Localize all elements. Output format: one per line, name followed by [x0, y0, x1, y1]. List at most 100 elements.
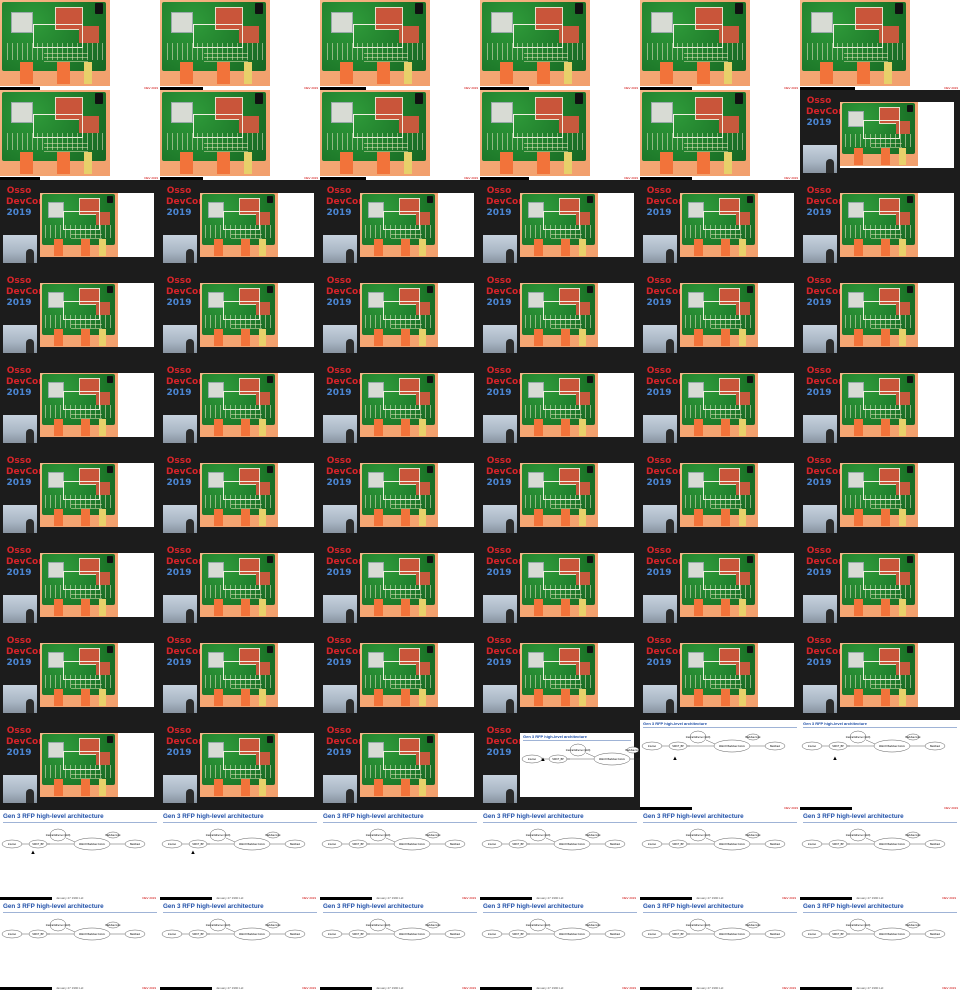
speaker-camera-view [323, 685, 357, 713]
diagram-node-label: SWCT_BP [552, 758, 564, 761]
speaker-camera-view [163, 595, 197, 623]
logo-text-line2: DevCon [646, 377, 685, 387]
architecture-diagram: Internet SWCT_BP Internal Ethernet (LAN) Wa… [801, 918, 946, 941]
logo-text-line3: 2019 [646, 478, 672, 488]
speaker-camera-view [643, 235, 677, 263]
diagram-node [849, 730, 867, 744]
diagram-node [481, 839, 503, 849]
diagram-node [828, 741, 848, 751]
page-marker: DEV 2019 [464, 86, 478, 90]
video-frame: Gen 3 RFP high-level architecture Interne… [640, 900, 800, 990]
slide-footer-text: January 27 1990 Ltd [536, 986, 564, 990]
speaker-camera-view [163, 685, 197, 713]
logo-text-line3: 2019 [326, 208, 352, 218]
slide-footer-text: January 27 1990 Ltd [56, 986, 84, 990]
slide-page-marker: DEV 2019 [142, 986, 156, 990]
logo-text-line2: DevCon [166, 377, 205, 387]
speaker-camera-view [3, 505, 37, 533]
conference-logo: Osso DevCon 2019 [486, 636, 525, 669]
playback-progress [0, 87, 40, 90]
video-frame: Gen 3 RFP high-level architecture Interne… [800, 900, 960, 990]
slide-footer-text: January 27 1990 Ltd [216, 896, 244, 900]
architecture-diagram: Internet SWCT_BP Internal Ethernet (LAN) Wa… [321, 828, 466, 851]
diagram-node-label: Backhaul [930, 745, 940, 748]
conference-logo: Osso DevCon 2019 [6, 636, 45, 669]
diagram-node [849, 828, 867, 842]
logo-text-line3: 2019 [6, 478, 32, 488]
slide-title-rule [523, 740, 631, 741]
diagram-node-label: SWCT_BP [832, 933, 844, 936]
diagram-node [348, 839, 368, 849]
diagram-node [641, 929, 663, 939]
logo-text-line2: DevCon [806, 647, 845, 657]
speaker-camera-view [483, 235, 517, 263]
logo-text-line3: 2019 [326, 478, 352, 488]
slide-footer: January 27 1990 Ltd DEV 2019 [640, 896, 800, 900]
logo-text-line3: 2019 [486, 658, 512, 668]
video-frame: DEV 2019 [640, 90, 800, 180]
conference-logo: Osso DevCon 2019 [326, 726, 365, 759]
logo-text-line1: Osso [166, 726, 192, 736]
slide-title-rule [163, 912, 317, 913]
circuit-board-image [680, 643, 758, 707]
video-frame: Osso DevCon 2019 [640, 180, 800, 270]
conference-logo: Osso DevCon 2019 [646, 456, 685, 489]
video-frame: Osso DevCon 2019 [0, 720, 160, 810]
page-marker: DEV 2019 [784, 176, 798, 180]
speaker-camera-view [483, 685, 517, 713]
presentation-screen [360, 283, 474, 347]
playback-progress [480, 87, 529, 90]
slide-page-marker: DEV 2019 [462, 896, 476, 900]
speaker-figure [666, 519, 674, 533]
diagram-node-label: Internal Ethernet (LAN) [846, 924, 871, 927]
logo-text-line2: DevCon [6, 287, 45, 297]
video-frame: Gen 3 RFP high-level architecture Interne… [320, 810, 480, 900]
video-frame: Osso DevCon 2019 [0, 180, 160, 270]
slide-footer-bar [480, 987, 532, 990]
logo-text-line1: Osso [166, 186, 192, 196]
diagram-node-label: Internal Ethernet (LAN) [526, 834, 551, 837]
conference-logo: Osso DevCon 2019 [6, 546, 45, 579]
video-frame: Osso DevCon 2019 [320, 180, 480, 270]
diagram-node [569, 743, 587, 757]
playback-progress [800, 87, 855, 90]
presentation-screen [520, 553, 634, 617]
logo-text-line2: DevCon [806, 557, 845, 567]
diagram-edge [65, 927, 76, 933]
conference-logo: Osso DevCon 2019 [806, 186, 845, 219]
circuit-board-image [680, 463, 758, 527]
logo-text-line2: DevCon [486, 737, 525, 747]
architecture-diagram: Internet SWCT_BP Internal Ethernet (LAN) Wa… [1, 828, 146, 851]
presentation-screen [680, 193, 794, 257]
logo-text-line2: DevCon [6, 197, 45, 207]
playback-progress [320, 87, 366, 90]
video-frame: Osso DevCon 2019 [0, 540, 160, 630]
diagram-node-label: Wall-IO Backhaul Comm [719, 843, 745, 846]
circuit-board-image [640, 0, 750, 86]
slide-footer-bar [480, 897, 532, 900]
slide-footer: January 27 1990 Ltd DEV 2019 [320, 896, 480, 900]
diagram-node [426, 831, 440, 839]
video-frame: Osso DevCon 2019 [320, 630, 480, 720]
architecture-diagram: Internet SWCT_BP Internal Ethernet (LAN) Wa… [161, 918, 306, 941]
slide-title: Gen 3 RFP high-level architecture [483, 903, 584, 910]
page-marker: DEV 2019 [624, 176, 638, 180]
slide-title: Gen 3 RFP high-level architecture [643, 721, 707, 726]
conference-logo: Osso DevCon 2019 [806, 546, 845, 579]
circuit-board-image [200, 553, 278, 617]
presentation-screen [840, 463, 954, 527]
page-marker: DEV 2019 [304, 86, 318, 90]
diagram-node [668, 929, 688, 939]
speaker-figure [506, 609, 514, 623]
presentation-screen [40, 733, 154, 797]
logo-text-line3: 2019 [326, 658, 352, 668]
circuit-board-image [360, 733, 438, 797]
diagram-node-label: Backhaul Link [586, 924, 602, 927]
diagram-node [426, 921, 440, 929]
slide-title-rule [803, 912, 957, 913]
diagram-node-label: Internal Ethernet (LAN) [46, 924, 71, 927]
circuit-board-image [40, 733, 118, 797]
logo-text-line3: 2019 [326, 568, 352, 578]
speaker-camera-view [163, 325, 197, 353]
conference-logo: Osso DevCon 2019 [806, 96, 845, 129]
